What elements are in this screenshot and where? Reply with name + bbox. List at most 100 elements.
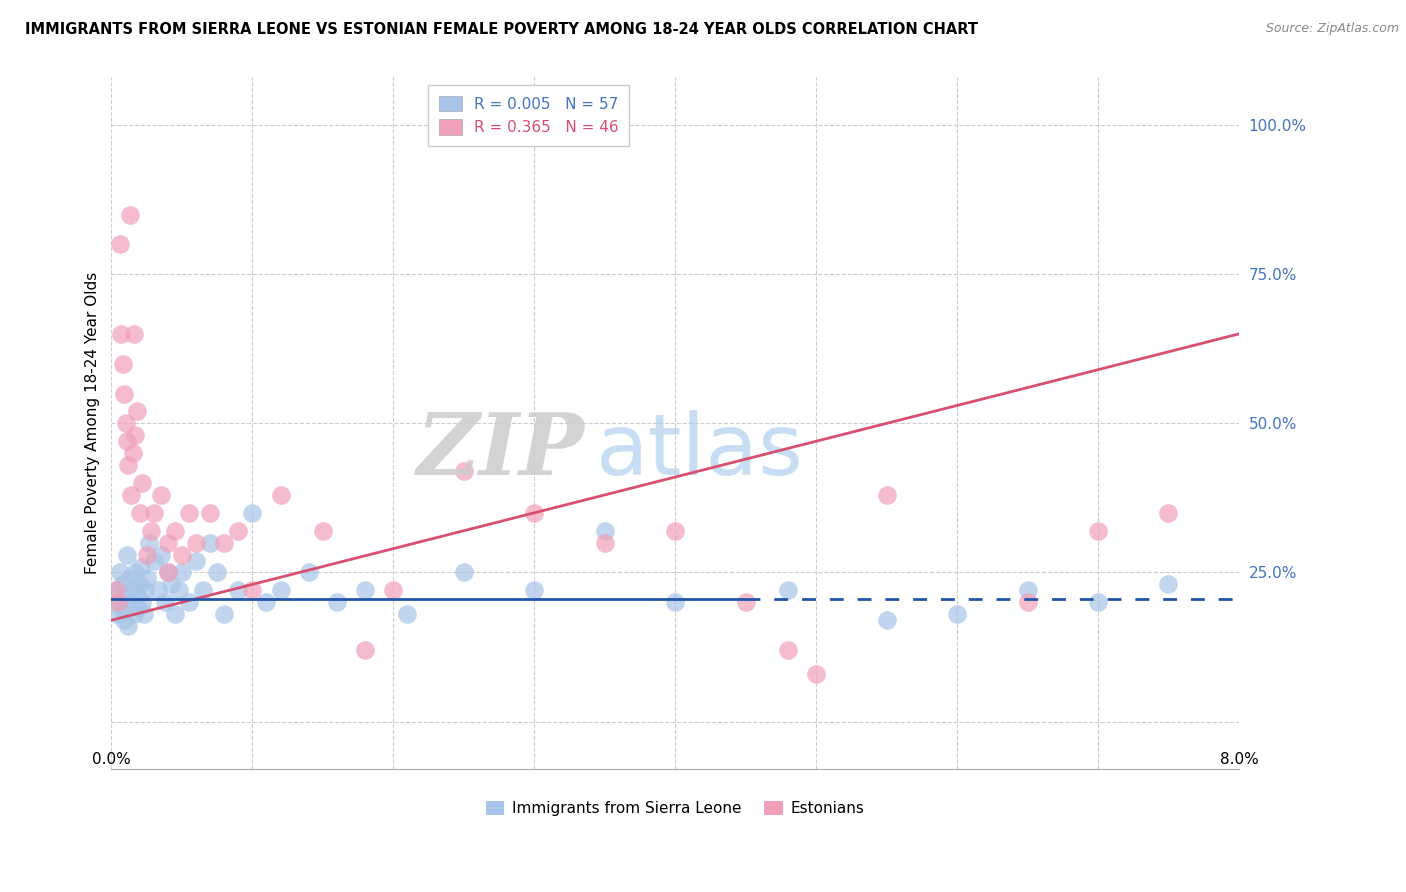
Point [1087, 595, 1109, 609]
Point [298, 566, 321, 580]
Point [127, 601, 149, 615]
Point [129, 559, 152, 574]
Point [170, 548, 193, 562]
Point [1017, 595, 1039, 609]
Point [946, 607, 969, 622]
Point [135, 548, 157, 562]
Point [156, 566, 179, 580]
Point [354, 583, 377, 598]
Point [382, 583, 405, 598]
Point [1017, 583, 1039, 598]
Point [110, 326, 132, 341]
Point [1157, 506, 1180, 520]
Point [108, 566, 131, 580]
Point [115, 434, 138, 449]
Point [104, 583, 127, 598]
Point [107, 595, 129, 609]
Point [138, 535, 160, 549]
Point [118, 208, 141, 222]
Point [122, 607, 145, 622]
Point [177, 595, 200, 609]
Point [156, 566, 179, 580]
Point [593, 535, 616, 549]
Point [104, 583, 127, 598]
Point [804, 666, 827, 681]
Y-axis label: Female Poverty Among 18-24 Year Olds: Female Poverty Among 18-24 Year Olds [86, 272, 100, 574]
Point [177, 506, 200, 520]
Point [184, 535, 207, 549]
Point [1087, 524, 1109, 538]
Point [121, 446, 143, 460]
Text: IMMIGRANTS FROM SIERRA LEONE VS ESTONIAN FEMALE POVERTY AMONG 18-24 YEAR OLDS CO: IMMIGRANTS FROM SIERRA LEONE VS ESTONIAN… [25, 22, 979, 37]
Text: 8.0%: 8.0% [1219, 752, 1258, 767]
Point [453, 566, 475, 580]
Point [212, 535, 235, 549]
Point [120, 595, 142, 609]
Point [149, 488, 172, 502]
Point [112, 613, 135, 627]
Point [212, 607, 235, 622]
Text: 0.0%: 0.0% [91, 752, 131, 767]
Point [111, 357, 134, 371]
Point [120, 488, 142, 502]
Point [146, 583, 169, 598]
Point [110, 601, 132, 615]
Point [198, 506, 221, 520]
Point [240, 583, 263, 598]
Point [523, 506, 546, 520]
Point [139, 524, 162, 538]
Point [105, 607, 128, 622]
Point [453, 464, 475, 478]
Point [153, 595, 176, 609]
Point [124, 566, 146, 580]
Point [163, 524, 186, 538]
Point [664, 524, 686, 538]
Point [167, 583, 190, 598]
Point [270, 583, 292, 598]
Point [226, 583, 249, 598]
Point [107, 595, 129, 609]
Point [256, 595, 278, 609]
Point [191, 583, 214, 598]
Point [114, 417, 136, 431]
Point [121, 583, 143, 598]
Point [593, 524, 616, 538]
Point [170, 566, 193, 580]
Point [142, 553, 165, 567]
Point [111, 577, 134, 591]
Point [312, 524, 335, 538]
Point [142, 506, 165, 520]
Point [117, 458, 139, 472]
Point [226, 524, 249, 538]
Point [117, 619, 139, 633]
Point [734, 595, 756, 609]
Point [523, 583, 546, 598]
Point [118, 571, 141, 585]
Point [776, 583, 799, 598]
Legend: Immigrants from Sierra Leone, Estonians: Immigrants from Sierra Leone, Estonians [478, 794, 872, 824]
Point [270, 488, 292, 502]
Point [131, 595, 153, 609]
Point [128, 506, 150, 520]
Point [134, 583, 156, 598]
Point [326, 595, 349, 609]
Point [163, 607, 186, 622]
Point [876, 488, 898, 502]
Point [159, 577, 181, 591]
Point [131, 475, 153, 490]
Text: ZIP: ZIP [418, 409, 585, 492]
Point [776, 643, 799, 657]
Point [112, 386, 135, 401]
Point [135, 571, 157, 585]
Point [132, 607, 155, 622]
Text: Source: ZipAtlas.com: Source: ZipAtlas.com [1265, 22, 1399, 36]
Point [240, 506, 263, 520]
Point [115, 548, 138, 562]
Point [664, 595, 686, 609]
Point [205, 566, 228, 580]
Point [114, 590, 136, 604]
Point [876, 613, 898, 627]
Point [125, 590, 148, 604]
Point [156, 535, 179, 549]
Point [124, 428, 146, 442]
